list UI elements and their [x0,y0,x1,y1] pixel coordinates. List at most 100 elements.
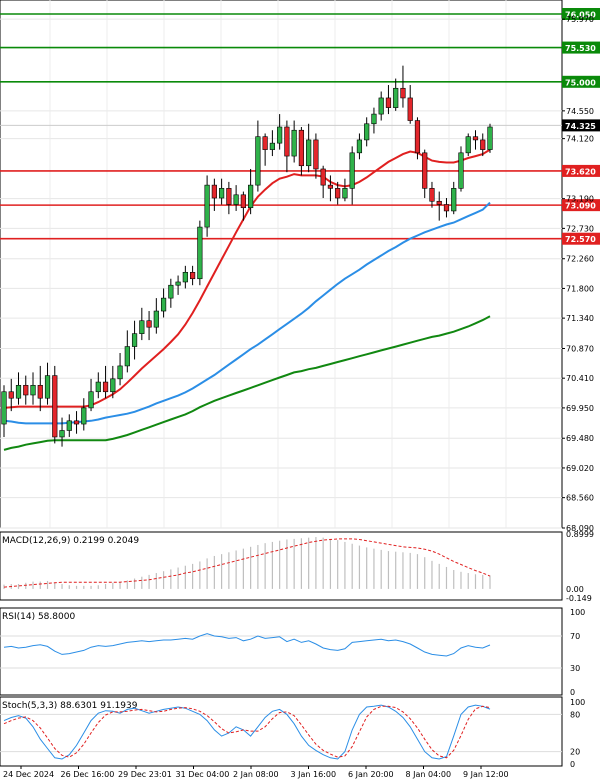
candle-body [189,271,196,280]
candle-body [407,97,413,121]
stoch-tick-label: 0 [570,760,575,769]
candle [204,175,210,237]
candle-body [66,420,72,431]
candle-body [451,188,457,212]
candle-body [436,200,442,205]
macd-tick-label: 0.8999 [566,530,594,539]
level-badge [562,199,600,212]
candle [81,398,87,431]
x-tick-label: 8 Jan 04:00 [406,770,452,779]
stoch-tick-label: 20 [570,748,580,757]
y-tick-label: 69.950 [566,404,594,413]
rsi-line [3,633,491,657]
candle [95,372,101,399]
y-tick-label: 74.120 [566,135,594,144]
candle [342,178,348,202]
candle-body [255,136,261,186]
candle [153,298,159,334]
stoch-k-line [3,704,491,760]
ema20-line [3,148,491,409]
y-tick-label: 68.090 [566,524,594,533]
rsi-label: RSI(14) 58.8000 [2,612,75,622]
candle [451,181,457,215]
candle-body [44,375,51,399]
candle [487,123,493,153]
candle [44,362,51,405]
candle [480,133,486,157]
candle [349,146,355,205]
candle-body [110,378,116,393]
candle-body [175,281,181,286]
candle [1,385,7,437]
candle-body [414,120,421,154]
level-badge [562,232,600,245]
candle [52,365,58,444]
candle [110,365,116,399]
y-tick-label: 74.550 [566,107,594,116]
candle [371,107,377,134]
rsi-panel: RSI(14) 58.8000 100 70 30 0 [0,607,585,697]
candle [8,378,14,412]
rsi-tick-label: 30 [570,664,580,673]
candle-body [327,184,334,189]
candle [211,178,217,211]
candle-body [73,420,80,425]
candle [277,114,283,150]
candle [458,146,464,192]
candle [248,168,254,215]
x-tick-label: 2 Jan 08:00 [233,770,279,779]
candle-body [182,271,188,283]
candle-body [262,136,268,150]
candle [335,181,341,205]
y-tick-label: 72.260 [566,255,594,264]
stoch-tick-label: 80 [570,710,580,719]
candle [414,117,421,160]
y-tick-label: 69.020 [566,464,594,473]
candle [131,320,138,360]
candle-body [291,129,297,157]
candle [422,149,428,199]
candle [407,85,413,124]
candle [306,123,312,173]
candle [472,130,479,150]
candle [226,181,232,215]
candle-body [131,333,138,347]
x-tick-label: 29 Dec 23:01 [118,770,172,779]
candle [73,411,80,434]
candle-body [117,365,123,380]
candle [291,120,297,163]
candle [262,133,268,166]
y-tick-label: 69.480 [566,434,594,443]
candle-body [306,139,312,167]
candle-body [385,97,392,108]
candle-body [480,139,486,150]
macd-tick-label: 0.00 [566,585,584,594]
candle [240,191,246,221]
last-price-badge [562,119,600,132]
x-tick-label: 3 Jan 16:00 [291,770,337,779]
candle [443,198,450,218]
candle [23,375,29,405]
candle [182,265,188,289]
candle [102,365,109,399]
candle [255,120,261,192]
candle-body [364,123,370,141]
candle [327,175,334,202]
candle-body [226,188,232,205]
candle [364,117,370,147]
y-tick-label: 71.340 [566,314,594,323]
last-price-label: 74.325 [565,122,596,131]
candle-body [30,384,36,396]
rsi-tick-label: 0 [570,688,575,697]
candle [30,372,36,405]
x-tick-label: 31 Dec 04:00 [176,770,230,779]
level-label: 73.090 [565,202,596,211]
candle [385,85,392,115]
candle-body [139,320,145,334]
candle-body [313,139,319,170]
candle [139,307,145,341]
candle-body [465,136,471,154]
candle-body [349,152,355,189]
stoch-label: Stoch(5,3,3) 88.6301 91.1939 [2,701,138,711]
